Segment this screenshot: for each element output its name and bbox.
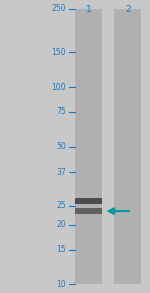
Text: 150: 150 [51,48,66,57]
Text: 50: 50 [56,142,66,151]
Text: 15: 15 [56,245,66,254]
Text: 10: 10 [56,280,66,289]
Text: 25: 25 [56,201,66,210]
Bar [114,9,141,284]
Bar [75,9,102,284]
Bar [75,208,102,214]
Text: 2: 2 [125,5,131,14]
Text: 75: 75 [56,107,66,116]
Text: 250: 250 [51,4,66,13]
Text: 20: 20 [56,220,66,229]
Text: 100: 100 [51,83,66,92]
Text: 1: 1 [86,5,92,14]
Bar [75,197,102,204]
Text: 37: 37 [56,168,66,177]
